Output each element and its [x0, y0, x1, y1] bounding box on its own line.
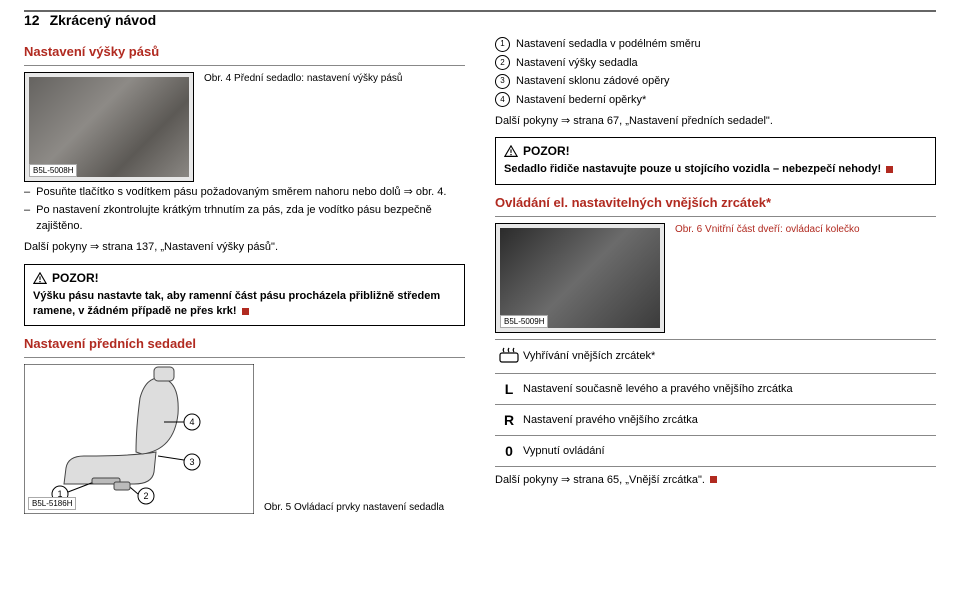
- end-marker: [710, 476, 717, 483]
- item-text: Nastavení bederní opěrky*: [516, 92, 646, 109]
- numbered-item: 2Nastavení výšky sedadla: [495, 55, 936, 72]
- symbol-R: R: [495, 412, 523, 428]
- divider: [495, 404, 936, 405]
- divider: [24, 357, 465, 358]
- symbol-L: L: [495, 381, 523, 397]
- divider: [495, 373, 936, 374]
- symbol-0: 0: [495, 443, 523, 459]
- figure-6-caption: Obr. 6 Vnitřní část dveří: ovládací kole…: [675, 223, 936, 236]
- warning-icon: [504, 145, 518, 157]
- bullet-text: Po nastavení zkontrolujte krátkým trhnut…: [36, 203, 465, 234]
- fig6-caption-text: Vnitřní část dveří: ovládací kolečko: [705, 224, 860, 235]
- more-info: Další pokyny ⇒ strana 137, „Nastavení vý…: [24, 240, 465, 255]
- more-info: Další pokyny ⇒ strana 65, „Vnější zrcátk…: [495, 473, 936, 488]
- more-info: Další pokyny ⇒ strana 67, „Nastavení pře…: [495, 114, 936, 129]
- figure-4: B5L-5008H: [24, 72, 194, 182]
- figure-4-tag: B5L-5008H: [29, 164, 77, 177]
- divider: [495, 339, 936, 340]
- control-text: Nastavení současně levého a pravého vněj…: [523, 383, 936, 395]
- warning-icon: [33, 272, 47, 284]
- fig5-caption-text: Ovládací prvky nastavení sedadla: [294, 502, 444, 513]
- control-text: Nastavení pravého vnějšího zrcátka: [523, 414, 936, 426]
- page-number: 12: [24, 12, 40, 28]
- divider: [495, 216, 936, 217]
- end-marker: [886, 166, 893, 173]
- svg-text:2: 2: [143, 491, 148, 501]
- page-title: Zkrácený návod: [50, 12, 157, 28]
- warning-body: Výšku pásu nastavte tak, aby ramenní čás…: [33, 290, 440, 317]
- warning-title: POZOR!: [523, 144, 570, 158]
- warning-box: POZOR! Výšku pásu nastavte tak, aby rame…: [24, 264, 465, 327]
- figure-5-caption: Obr. 5 Ovládací prvky nastavení sedadla: [264, 501, 465, 514]
- figure-5: 1 2 3 4: [24, 364, 254, 514]
- control-row: R Nastavení pravého vnějšího zrcátka: [495, 412, 936, 428]
- control-row: L Nastavení současně levého a pravého vn…: [495, 381, 936, 397]
- numbered-item: 4Nastavení bederní opěrky*: [495, 92, 936, 109]
- bullet-item: – Po nastavení zkontrolujte krátkým trhn…: [24, 203, 465, 234]
- numbered-item: 1Nastavení sedadla v podélném směru: [495, 36, 936, 53]
- heated-mirror-icon: [495, 347, 523, 366]
- figure-6-tag: B5L-5009H: [500, 315, 548, 328]
- divider: [24, 65, 465, 66]
- section-belt-height: Nastavení výšky pásů: [24, 44, 465, 59]
- control-row: 0 Vypnutí ovládání: [495, 443, 936, 459]
- end-marker: [242, 308, 249, 315]
- svg-text:3: 3: [189, 457, 194, 467]
- section-mirrors: Ovládání el. nastavitelných vnějších zrc…: [495, 195, 936, 210]
- warning-title: POZOR!: [52, 271, 99, 285]
- section-front-seats: Nastavení předních sedadel: [24, 336, 465, 351]
- item-text: Nastavení výšky sedadla: [516, 55, 638, 72]
- bullet-item: – Posuňte tlačítko s vodítkem pásu požad…: [24, 185, 465, 200]
- item-text: Nastavení sedadla v podélném směru: [516, 36, 701, 53]
- control-row: Vyhřívání vnějších zrcátek*: [495, 347, 936, 366]
- warning-body: Sedadlo řidiče nastavujte pouze u stojíc…: [504, 163, 881, 175]
- figure-5-tag: B5L-5186H: [28, 497, 76, 510]
- numbered-item: 3Nastavení sklonu zádové opěry: [495, 73, 936, 90]
- control-text: Vyhřívání vnějších zrcátek*: [523, 350, 936, 362]
- divider: [495, 466, 936, 467]
- warning-box: POZOR! Sedadlo řidiče nastavujte pouze u…: [495, 137, 936, 184]
- figure-6: B5L-5009H: [495, 223, 665, 333]
- bullet-text: Posuňte tlačítko s vodítkem pásu požadov…: [36, 185, 446, 200]
- figure-4-caption: Obr. 4 Přední sedadlo: nastavení výšky p…: [204, 72, 465, 85]
- fig4-caption-text: Přední sedadlo: nastavení výšky pásů: [234, 73, 402, 84]
- svg-text:4: 4: [189, 417, 194, 427]
- item-text: Nastavení sklonu zádové opěry: [516, 73, 669, 90]
- fig6-prefix: Obr. 6: [675, 224, 702, 235]
- control-text: Vypnutí ovládání: [523, 445, 936, 457]
- fig5-prefix: Obr. 5: [264, 502, 291, 513]
- fig4-prefix: Obr. 4: [204, 73, 231, 84]
- divider: [495, 435, 936, 436]
